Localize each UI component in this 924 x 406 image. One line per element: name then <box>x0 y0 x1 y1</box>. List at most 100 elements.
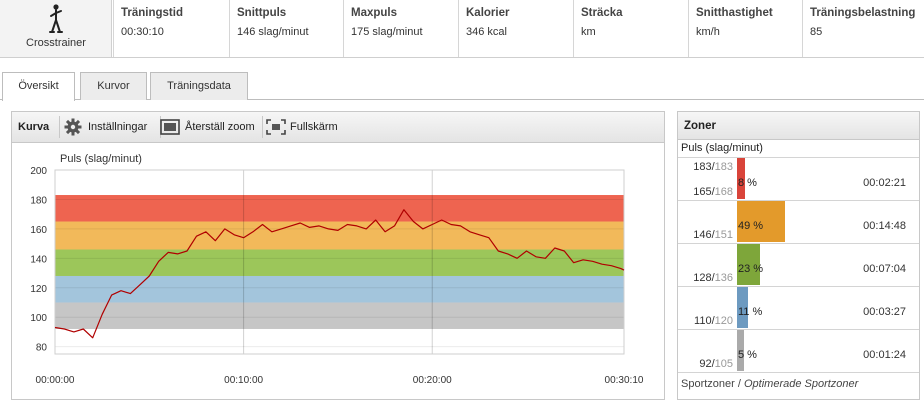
sport-tile: Crosstrainer <box>0 0 112 57</box>
tab-training-data[interactable]: Träningsdata <box>150 72 248 100</box>
y-tick-label: 100 <box>30 313 47 324</box>
x-tick-label: 00:30:10 <box>605 375 644 386</box>
stat-value: 00:30:10 <box>121 26 164 38</box>
zone-lower-limit: 110/120 <box>694 315 733 327</box>
settings-label: Inställningar <box>88 121 148 133</box>
reset-zoom-label: Återställ zoom <box>185 121 255 133</box>
zone-lower-optimized: 168 <box>714 186 733 198</box>
zone-bar <box>737 158 745 199</box>
stat-header: Maxpuls <box>351 7 398 19</box>
y-axis-label: Puls (slag/minut) <box>60 153 142 165</box>
stat-max-hr: Maxpuls 175 slag/minut <box>343 0 458 57</box>
zone-bar <box>737 287 748 328</box>
zone-row: 128/136 23 % 00:07:04 <box>678 243 919 285</box>
y-tick-label: 140 <box>30 254 47 265</box>
zone-upper-bpm: 183 <box>693 161 712 173</box>
zone-row: 110/120 11 % 00:03:27 <box>678 286 919 328</box>
zone-limit-separator: / <box>711 161 715 173</box>
stat-header: Kalorier <box>466 7 510 19</box>
zone-lower-bpm: 165 <box>693 186 712 198</box>
plot-frame <box>54 169 625 355</box>
stat-distance: Sträcka km <box>573 0 688 57</box>
zone-upper-limit: 183/183 <box>693 161 733 173</box>
stat-training-time: Träningstid 00:30:10 <box>113 0 229 57</box>
y-tick-label: 80 <box>36 343 48 354</box>
stat-training-load: Träningsbelastning 85 <box>802 0 924 57</box>
sport-label: Crosstrainer <box>26 37 86 49</box>
zone-row: 183/183 165/168 8 % 00:02:21 <box>678 157 919 199</box>
zone-lower-limit: 128/136 <box>693 272 733 284</box>
zone-limit-separator: / <box>711 358 715 370</box>
zone-bar <box>737 201 785 242</box>
zone-limit-separator: / <box>711 272 715 284</box>
zones-panel: Zoner Puls (slag/minut) 183/183 165/168 8 … <box>677 111 920 400</box>
tab-bar: Översikt Kurvor Träningsdata <box>0 72 924 101</box>
y-tick-label: 200 <box>30 166 47 177</box>
x-tick-label: 00:20:00 <box>413 375 452 386</box>
zone-time: 00:03:27 <box>863 306 906 318</box>
workout-summary-bar: Crosstrainer Träningstid 00:30:10 Snittp… <box>0 0 924 58</box>
zone-lower-optimized: 136 <box>714 272 733 284</box>
y-tick-label: 120 <box>30 284 47 295</box>
stat-header: Träningsbelastning <box>810 7 916 19</box>
y-tick-label: 180 <box>30 195 47 206</box>
stat-header: Sträcka <box>581 7 623 19</box>
zone-percent: 8 % <box>738 177 757 189</box>
tab-curves[interactable]: Kurvor <box>80 72 147 100</box>
zone-time: 00:01:24 <box>863 349 906 361</box>
tab-overview[interactable]: Översikt <box>2 72 75 101</box>
y-tick-label: 160 <box>30 225 47 236</box>
stat-value: km/h <box>696 26 720 38</box>
zones-subtitle: Puls (slag/minut) <box>681 142 763 154</box>
zone-lower-optimized: 120 <box>714 315 733 327</box>
gear-icon <box>64 118 82 136</box>
zone-band <box>55 221 624 250</box>
zone-lower-limit: 165/168 <box>693 186 733 198</box>
chart-panel: Kurva Inställningar <box>11 111 665 400</box>
x-tick-label: 00:00:00 <box>36 375 75 386</box>
zone-lower-optimized: 105 <box>714 358 733 370</box>
stat-avg-hr: Snittpuls 146 slag/minut <box>229 0 343 57</box>
stat-value: km <box>581 26 596 38</box>
zone-band <box>55 275 624 303</box>
zones-divider <box>678 372 919 373</box>
zone-time: 00:07:04 <box>863 263 906 275</box>
fullscreen-icon <box>266 119 286 135</box>
zone-lower-bpm: 146 <box>693 229 712 241</box>
zone-lower-limit: 146/151 <box>693 229 733 241</box>
stat-value: 175 slag/minut <box>351 26 423 38</box>
x-tick-label: 00:10:00 <box>224 375 263 386</box>
zone-percent: 5 % <box>738 349 757 361</box>
zone-row: 92/105 5 % 00:01:24 <box>678 329 919 371</box>
chart-toolbar: Kurva Inställningar <box>12 112 664 143</box>
zone-row: 146/151 49 % 00:14:48 <box>678 200 919 242</box>
zone-percent: 23 % <box>738 263 764 275</box>
zone-upper-optimized: 183 <box>714 161 733 173</box>
zone-bar <box>737 244 760 285</box>
zone-limit-separator: / <box>711 229 715 241</box>
zone-band <box>55 195 624 222</box>
zone-percent: 49 % <box>738 220 764 232</box>
fullscreen-label: Fullskärm <box>290 121 338 133</box>
stat-avg-speed: Snitthastighet km/h <box>688 0 802 57</box>
stat-header: Snitthastighet <box>696 7 773 19</box>
footer-separator: / <box>734 378 744 390</box>
zone-time: 00:14:48 <box>863 220 906 232</box>
zones-title: Zoner <box>678 112 919 140</box>
sport-zones-link[interactable]: Sportzoner <box>681 378 735 390</box>
stat-header: Snittpuls <box>237 7 287 19</box>
zones-footer: Sportzoner / Optimerade Sportzoner <box>681 378 858 390</box>
reset-zoom-button[interactable]: Återställ zoom <box>160 112 262 142</box>
zone-lower-bpm: 92 <box>699 358 712 370</box>
fullscreen-button[interactable]: Fullskärm <box>266 112 350 142</box>
zone-lower-limit: 92/105 <box>699 358 733 370</box>
heart-rate-chart[interactable]: 80 100 120 140 160 180 200 00:00:00 00:10:00 00:2… <box>12 144 664 399</box>
zone-lower-bpm: 110 <box>694 315 712 327</box>
reset-zoom-icon <box>160 119 180 135</box>
zone-bar <box>737 330 744 371</box>
stat-value: 346 kcal <box>466 26 507 38</box>
optimized-zones-link[interactable]: Optimerade Sportzoner <box>743 378 859 390</box>
zone-percent: 11 % <box>738 306 763 318</box>
zone-lower-optimized: 151 <box>714 229 733 241</box>
settings-button[interactable]: Inställningar <box>64 112 160 142</box>
